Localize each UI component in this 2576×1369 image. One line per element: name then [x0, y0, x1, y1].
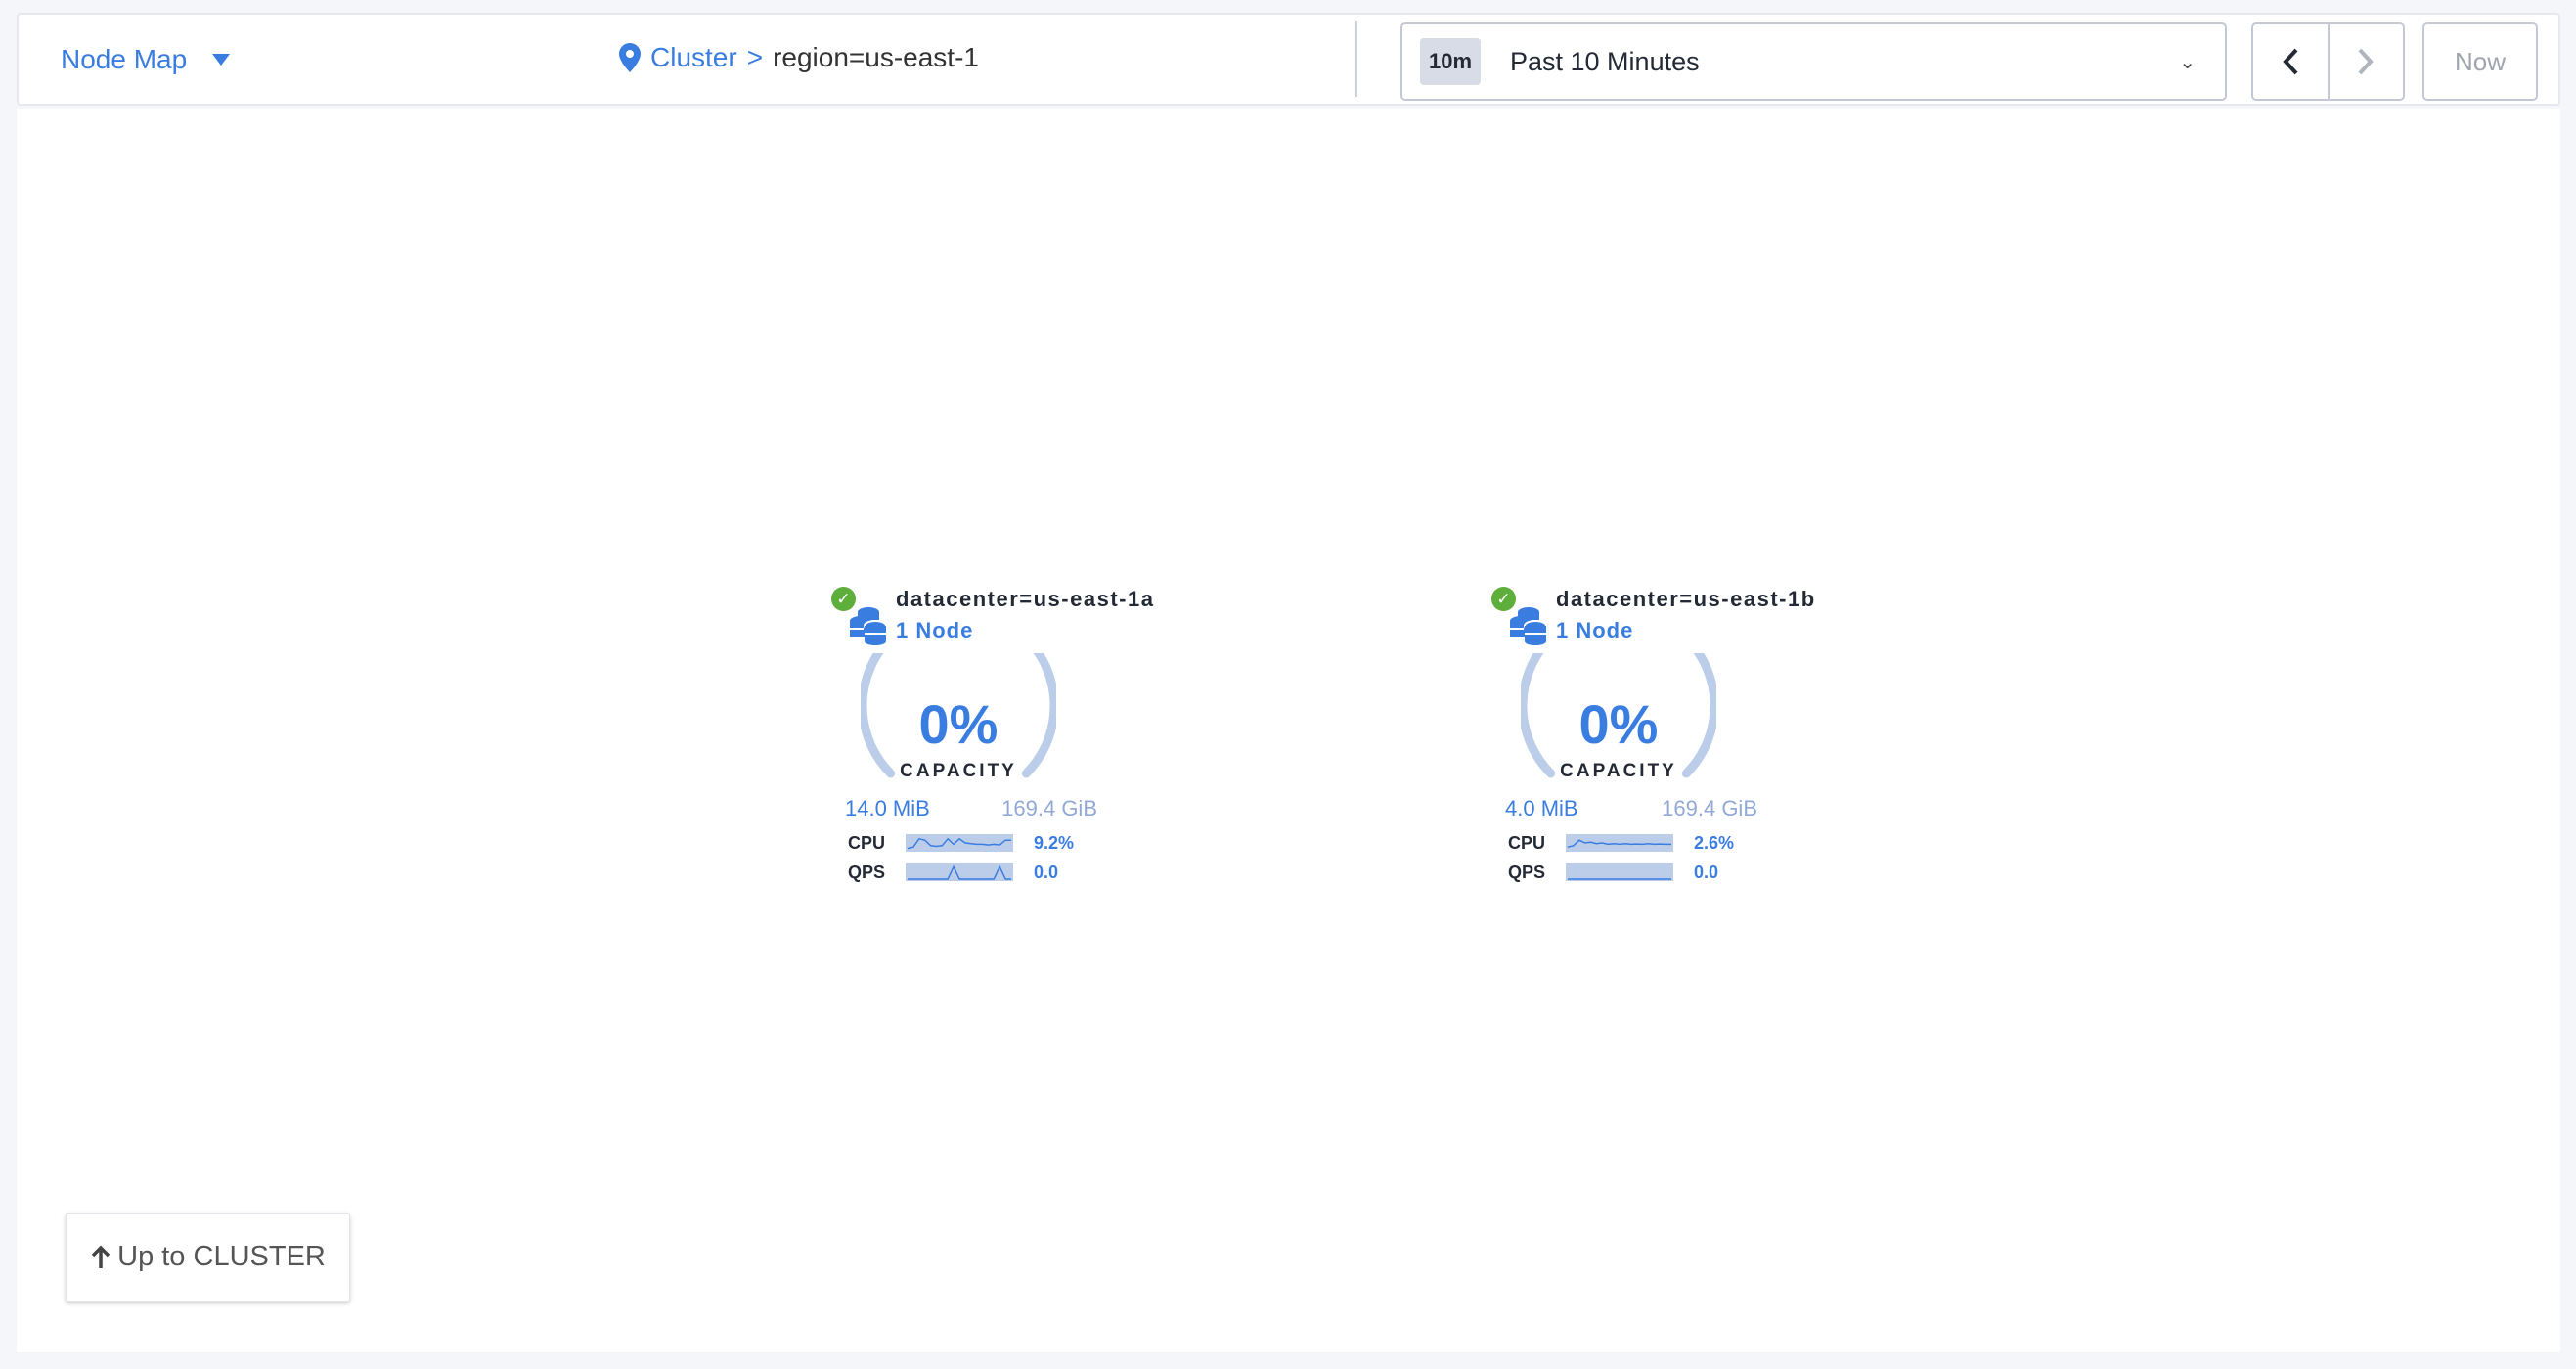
qps-value: 0.0 [1694, 862, 1719, 882]
node-count: 1 Node [1556, 618, 1634, 642]
capacity-gauge [861, 653, 1056, 778]
view-selector-label: Node Map [61, 44, 188, 74]
time-nav-group [2251, 22, 2405, 101]
breadcrumb: Cluster > region=us-east-1 [619, 42, 979, 73]
breadcrumb-separator: > [746, 42, 764, 72]
healthy-check-icon: ✓ [831, 587, 856, 611]
healthy-check-icon: ✓ [1491, 587, 1516, 611]
now-button[interactable]: Now [2422, 22, 2538, 101]
used-capacity: 14.0 MiB [845, 796, 930, 820]
chevron-left-icon [2283, 48, 2298, 75]
time-range-label: Past 10 Minutes [1510, 46, 1700, 76]
locality-title[interactable]: datacenter=us-east-1b [1556, 587, 1816, 611]
chevron-right-icon [2358, 48, 2374, 75]
caret-down-icon [212, 54, 231, 66]
total-capacity: 169.4 GiB [1662, 796, 1757, 820]
cpu-sparkline [906, 834, 1013, 852]
cpu-label: CPU [1508, 833, 1546, 853]
capacity-label: CAPACITY [900, 761, 1017, 781]
qps-sparkline [1566, 863, 1673, 881]
breadcrumb-cluster-link[interactable]: Cluster [650, 42, 737, 72]
cpu-value: 9.2% [1034, 833, 1075, 853]
cpu-value: 2.6% [1694, 833, 1735, 853]
breadcrumb-current: region=us-east-1 [773, 42, 979, 72]
arrow-up-icon [91, 1245, 111, 1268]
view-selector-dropdown[interactable]: Node Map [61, 44, 231, 75]
up-to-cluster-button[interactable]: Up to CLUSTER [66, 1213, 350, 1302]
used-capacity: 4.0 MiB [1505, 796, 1578, 820]
map-pin-icon [619, 43, 641, 72]
qps-label: QPS [1508, 862, 1546, 882]
up-to-cluster-label: Up to CLUSTER [117, 1241, 326, 1272]
time-range-select[interactable]: 10m Past 10 Minutes ⌄ [1400, 22, 2227, 101]
total-capacity: 169.4 GiB [1001, 796, 1097, 820]
qps-sparkline-line [908, 864, 1011, 880]
locality-node[interactable]: ✓ datacenter=us-east-1b 1 Node 0% CAPACI… [1491, 587, 1902, 909]
chevron-down-icon: ⌄ [2179, 51, 2196, 73]
qps-label: QPS [848, 862, 886, 882]
database-icon [1510, 607, 1547, 645]
top-bar: Node Map Cluster > region=us-east-1 10m … [17, 13, 2560, 106]
node-count: 1 Node [896, 618, 974, 642]
cpu-sparkline-line [1567, 839, 1671, 848]
database-icon [850, 607, 887, 645]
previous-time-button[interactable] [2253, 24, 2328, 99]
next-time-button[interactable] [2327, 24, 2404, 99]
qps-value: 0.0 [1034, 862, 1059, 882]
locality-title[interactable]: datacenter=us-east-1a [896, 587, 1155, 611]
time-range-badge: 10m [1420, 38, 1481, 85]
capacity-label: CAPACITY [1560, 761, 1677, 781]
divider [1355, 21, 1357, 97]
cpu-sparkline [1566, 834, 1673, 852]
locality-node[interactable]: ✓ datacenter=us-east-1a 1 Node 0% CAPACI… [831, 587, 1242, 909]
node-map-canvas [17, 109, 2560, 1352]
capacity-percent: 0% [1578, 693, 1659, 755]
cpu-sparkline-line [907, 837, 1011, 850]
capacity-gauge [1521, 653, 1716, 778]
cpu-label: CPU [848, 833, 886, 853]
capacity-percent: 0% [918, 693, 999, 755]
qps-sparkline [906, 863, 1013, 881]
